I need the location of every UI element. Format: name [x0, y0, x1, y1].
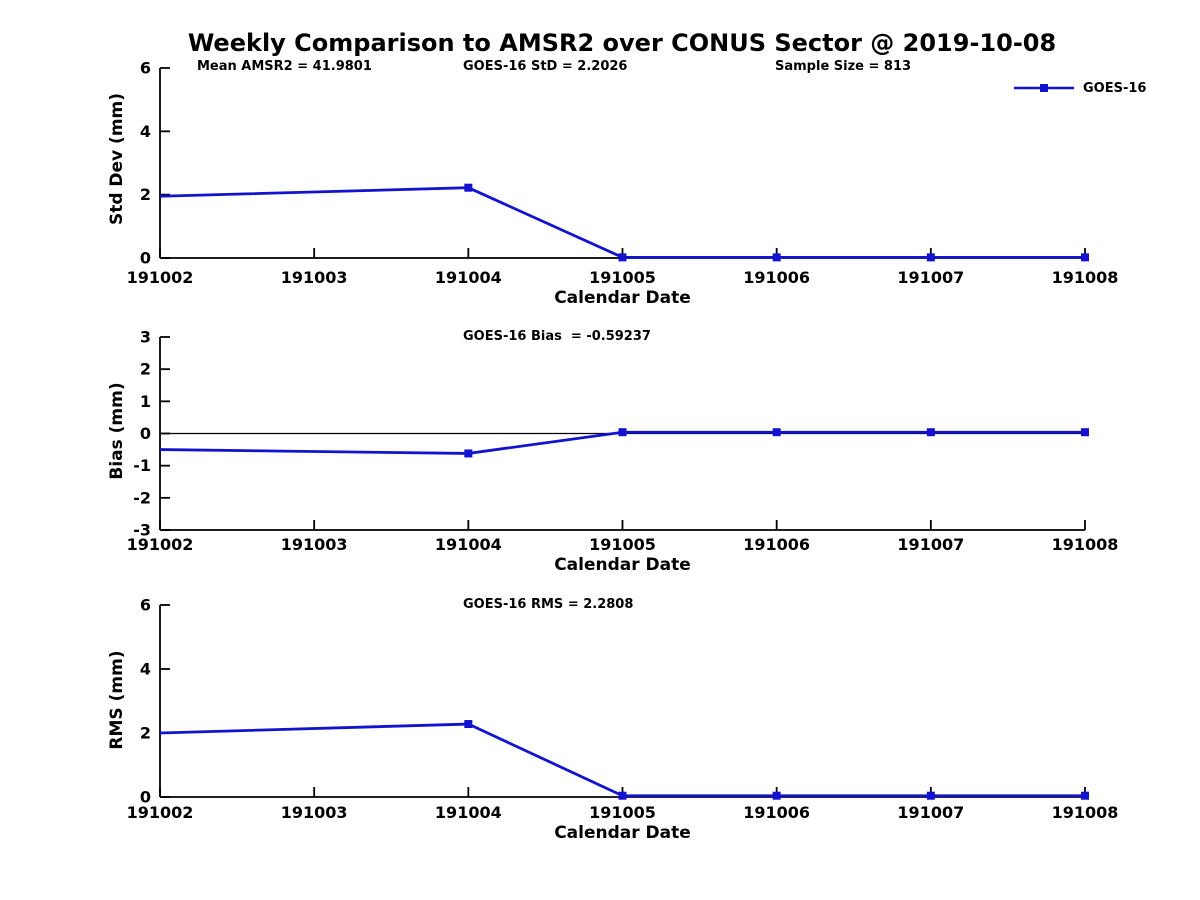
x-tick-label: 191006: [743, 535, 810, 554]
x-tick-label: 191003: [281, 535, 348, 554]
y-tick-label: 4: [140, 122, 151, 141]
y-tick-label: 6: [140, 596, 151, 615]
x-tick-label: 191007: [897, 268, 964, 287]
y-tick-label: 3: [140, 328, 151, 347]
x-tick-label: 191005: [589, 803, 656, 822]
x-tick-label: 191008: [1052, 268, 1119, 287]
chart-title: Weekly Comparison to AMSR2 over CONUS Se…: [187, 29, 1057, 57]
y-tick-label: 2: [140, 724, 151, 743]
data-point-marker: [1081, 253, 1089, 262]
x-tick-label: 191007: [897, 803, 964, 822]
y-tick-label: -1: [133, 456, 151, 475]
data-point-marker: [772, 253, 781, 262]
data-line: [159, 722, 1085, 798]
x-axis-label-rms: Calendar Date: [554, 823, 691, 843]
x-tick-label: 191003: [281, 268, 348, 287]
y-tick-label: 2: [140, 185, 151, 204]
data-point-marker: [618, 428, 627, 437]
x-axis-label-bias: Calendar Date: [554, 555, 691, 575]
data-point-marker: [926, 253, 935, 262]
data-point-marker: [772, 428, 781, 437]
data-point-marker: [618, 791, 627, 800]
annotation-mean-amsr2: Mean AMSR2 = 41.9801: [197, 59, 372, 74]
y-tick-label: 1: [140, 392, 151, 411]
y-tick-label: -3: [133, 521, 151, 540]
y-tick-label: -2: [133, 488, 151, 507]
y-tick-label: 6: [140, 59, 151, 78]
data-point-marker: [926, 428, 935, 437]
x-tick-label: 191003: [281, 803, 348, 822]
x-tick-label: 191004: [435, 268, 502, 287]
y-tick-label: 0: [140, 788, 151, 807]
y-tick-label: 4: [140, 660, 151, 679]
data-point-marker: [1081, 791, 1089, 800]
x-tick-label: 191008: [1052, 803, 1119, 822]
x-axis-label-stddev: Calendar Date: [554, 288, 691, 308]
x-tick-label: 191005: [589, 535, 656, 554]
x-tick-label: 191005: [589, 268, 656, 287]
x-tick-label: 191002: [127, 535, 194, 554]
data-point-marker: [772, 791, 781, 800]
y-tick-label: 0: [140, 249, 151, 268]
y-tick-label: 0: [140, 424, 151, 443]
legend: GOES-16: [1013, 80, 1146, 96]
x-tick-label: 191006: [743, 803, 810, 822]
data-point-marker: [464, 449, 473, 458]
data-line: [159, 186, 1085, 259]
annotation-goes16-rms: GOES-16 RMS = 2.2808: [463, 597, 634, 612]
data-point-marker: [464, 183, 473, 192]
y-tick-label: 2: [140, 360, 151, 379]
x-tick-label: 191004: [435, 535, 502, 554]
x-tick-label: 191004: [435, 803, 502, 822]
annotation-goes16-std: GOES-16 StD = 2.2026: [463, 59, 628, 74]
x-tick-label: 191008: [1052, 535, 1119, 554]
x-tick-label: 191007: [897, 535, 964, 554]
x-tick-label: 191002: [127, 803, 194, 822]
data-point-marker: [926, 791, 935, 800]
x-tick-label: 191006: [743, 268, 810, 287]
data-point-marker: [618, 253, 627, 262]
legend-line-marker-icon: [1014, 84, 1074, 92]
data-line: [159, 430, 1085, 455]
data-point-marker: [464, 720, 473, 729]
data-point-marker: [1081, 428, 1089, 437]
legend-label: GOES-16: [1083, 80, 1147, 96]
annotation-goes16-bias: GOES-16 Bias = -0.59237: [463, 329, 651, 344]
annotation-sample-size: Sample Size = 813: [775, 59, 912, 74]
x-tick-label: 191002: [127, 268, 194, 287]
